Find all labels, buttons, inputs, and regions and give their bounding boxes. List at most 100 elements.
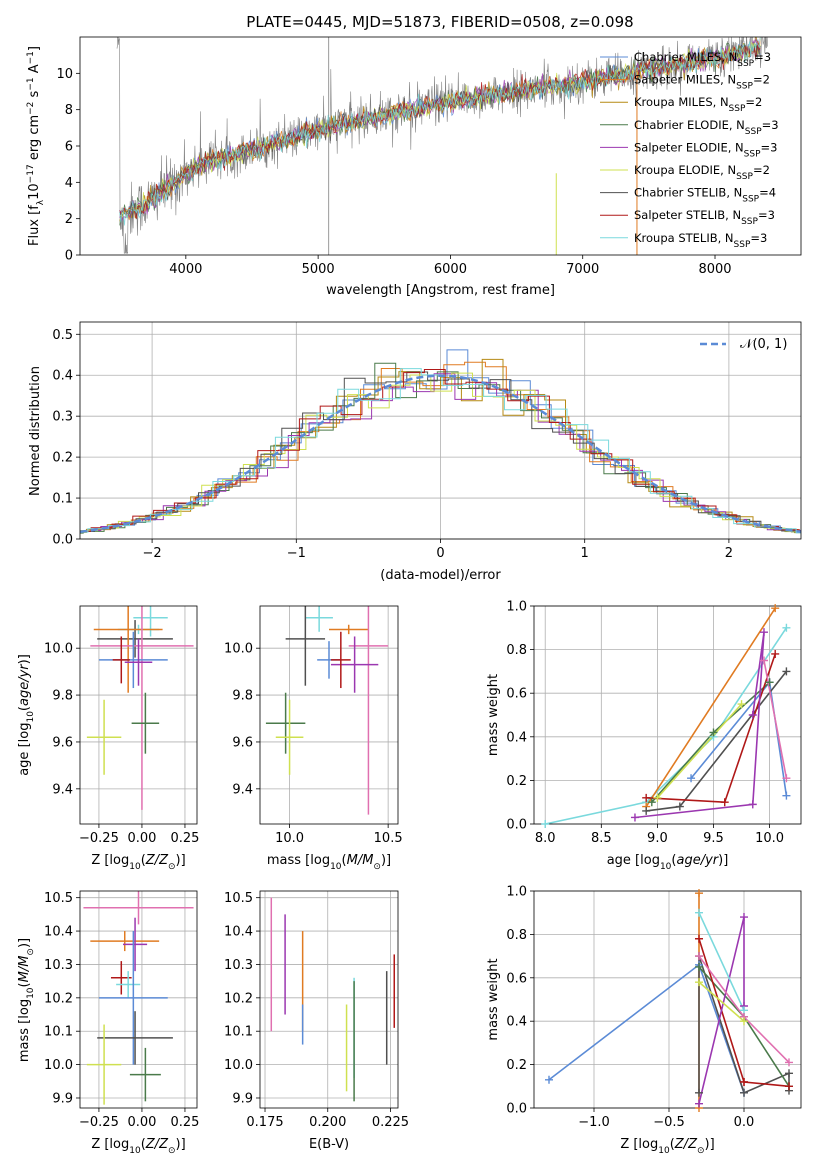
legend-label-part: =2 [745,95,762,109]
y-tick-label: 0.5 [52,328,73,343]
weight-line [646,653,776,804]
legend-label: Salpeter MILES, NSSP=2 [634,73,770,92]
x-tick-label: 6000 [434,262,467,277]
x-axis-label-part: ⊙ [373,862,381,872]
gaussian-curve [80,374,801,534]
x-axis-label-part: Z [log [91,1137,129,1152]
weight-marker [695,962,703,971]
weight-marker [759,656,768,665]
legend-label-part: Kroupa ELODIE, N [634,163,736,177]
y-tick-label: 9.4 [232,782,253,797]
y-tick-label: 2 [65,212,73,227]
weight-line [763,660,788,779]
x-tick-label: 4000 [169,262,202,277]
x-tick-label: −0.25 [79,831,119,846]
y-tick-label: 0.0 [52,533,73,548]
legend-label-part: =3 [754,50,771,64]
residual-histogram [80,358,801,534]
y-tick-label: 0.1 [52,492,73,507]
plot-area [265,606,389,815]
weight-marker [675,802,684,811]
weight-marker [695,934,703,943]
x-tick-label: 10.0 [755,831,784,846]
weight-marker [737,700,746,709]
x-axis-label-part: Z/Z [674,1137,698,1152]
weight-line [698,981,745,1022]
y-tick-label: 0.4 [506,730,527,745]
legend-label: Kroupa STELIB, NSSP=3 [634,231,767,250]
weight-marker [695,952,703,961]
axes-frame [79,321,802,540]
y-tick-label: 9.6 [52,735,73,750]
z-weight-panel: −1.0 −0.5 0.0 0.0 0.2 0.4 0.6 0.8 1.0 Z [log10(Z/… [486,885,802,1156]
x-tick-label: 0.0 [734,1115,755,1130]
x-axis-label-part: ⊙ [697,1146,705,1156]
x-axis-label-part: ( [342,853,347,868]
y-tick-label: 0.2 [52,451,73,466]
legend-label-part: SSP [736,82,753,92]
weight-marker [782,791,791,800]
residuals-panel: −2 −1 0 1 2 0.0 0.1 0.2 0.3 0.4 0.5 𝒩(0, 1) (data-mo… [28,321,802,583]
y-axis-label-part: ] [27,46,42,51]
x-tick-label: 9.0 [647,831,668,846]
legend-label-part: SSP [737,59,754,69]
y-tick-label: 10.4 [224,925,253,940]
x-tick-label: 0.225 [372,1115,409,1130]
x-tick-label: 0.00 [127,1115,156,1130]
weight-marker [695,1099,703,1108]
weight-marker [541,820,550,828]
weight-marker [785,1082,793,1091]
plot-area [270,897,395,1102]
y-axis-label-part: 10 [26,711,36,723]
weight-marker [642,806,651,815]
x-axis-label-part: age [log [607,853,660,868]
y-axis-label-part: −1 [26,77,36,90]
y-tick-label: 4 [65,176,73,191]
age-weight-panel: 8.0 8.5 9.0 9.5 10.0 0.0 0.2 0.4 0.6 0.8 1.0 age [l… [486,600,802,872]
x-tick-label: 1 [581,546,589,561]
y-tick-label: 0.6 [506,687,527,702]
weight-marker [647,798,656,807]
y-tick-label: 1.0 [506,885,527,900]
legend-label: Salpeter STELIB, NSSP=3 [634,208,775,227]
x-axis-label-part: age/yr [676,853,719,868]
weight-marker [695,1088,703,1097]
x-axis-label-part: Z/Z [145,853,169,868]
grid [260,891,398,1108]
plot-area [116,37,768,255]
axes-frame [79,605,198,825]
plot-area [548,893,790,1108]
weight-line [646,670,788,812]
y-tick-label: 10.0 [224,642,253,657]
y-axis-label-part: −1 [26,51,36,64]
x-axis-label-part: 10 [330,862,342,872]
x-axis-label-part: Z [log [91,853,129,868]
weight-marker [785,1069,793,1078]
y-axis-label-part: erg cm [27,115,42,164]
y-tick-label: 9.8 [52,689,73,704]
legend-label-part: Chabrier MILES, N [634,50,737,64]
y-tick-label: 10.1 [224,1025,253,1040]
y-axis-label: Normed distribution [28,366,43,496]
y-tick-label: 0.3 [52,410,73,425]
legend-label-part: Chabrier STELIB, N [634,186,742,200]
y-tick-label: 0.2 [506,774,527,789]
y-tick-label: 10.1 [44,1025,73,1040]
y-axis-label-part: ⊙ [26,948,36,956]
x-axis-label-part: 10 [129,862,141,872]
weight-marker [630,813,639,822]
x-axis-label-part: )] [705,1137,715,1152]
weight-marker [782,667,791,676]
y-tick-label: 0.8 [506,643,527,658]
x-tick-label: 0 [436,546,444,561]
weight-marker [695,978,703,987]
y-tick-label: 0.0 [506,818,527,833]
x-tick-label: −0.25 [79,1115,119,1130]
x-axis-label-part: ( [141,853,146,868]
axes-frame [533,605,802,825]
x-axis-label-part: mass [log [267,853,330,868]
x-axis-label-part: ⊙ [168,862,176,872]
weight-marker [785,1058,793,1067]
weight-line [698,912,745,1011]
axes-frame [259,605,399,825]
